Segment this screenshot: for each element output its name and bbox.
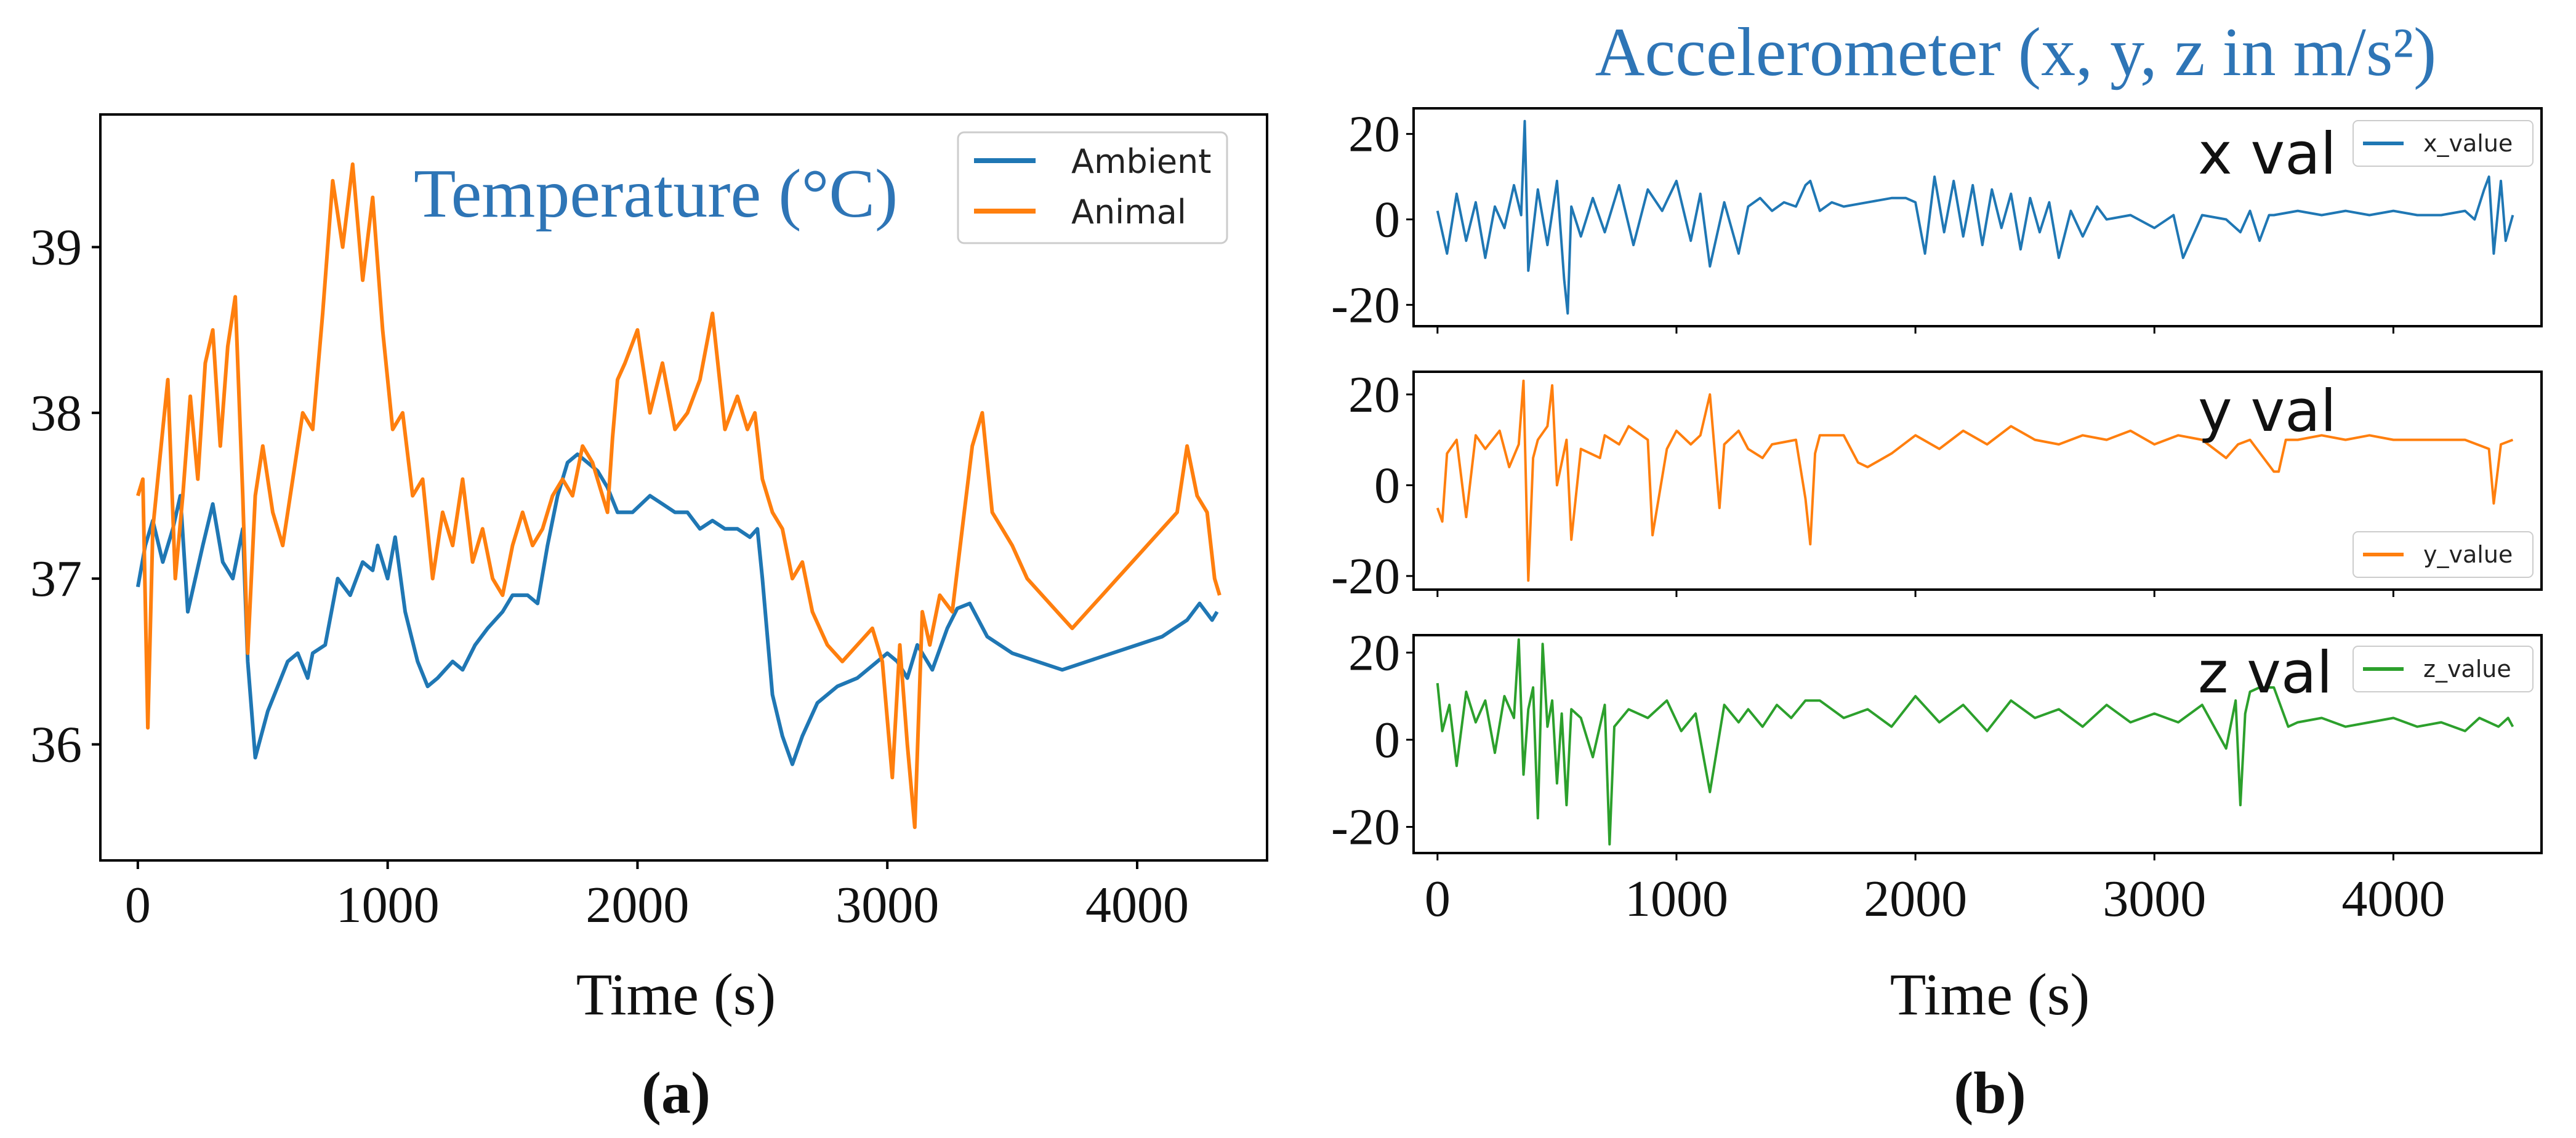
accelerometer-x-tick-labels: 0 1000 2000 3000 4000 [1425, 870, 2445, 928]
x-value-y-ticks: -20 0 20 [1331, 106, 1414, 334]
temperature-legend: Ambient Animal [957, 131, 1228, 244]
z-value-x-ticks [1436, 853, 2394, 860]
z-value-y-tick-label: -20 [1331, 799, 1400, 856]
x-value-plot-frame [1412, 107, 2543, 327]
x-val-annotation: x val [2198, 121, 2337, 188]
x-value-legend-label: x_value [2423, 130, 2513, 157]
y-value-subplot: -20 0 20 y val y_value [1331, 366, 2543, 605]
temperature-x-tick-label: 1000 [336, 876, 440, 934]
x-value-series-group [1436, 119, 2514, 315]
accelerometer-x-tick-label: 3000 [2103, 870, 2206, 928]
temperature-line-animal [136, 162, 1222, 830]
z-value-y-tick-label: 20 [1348, 624, 1400, 681]
accelerometer-x-tick-label: 0 [1425, 870, 1451, 928]
legend-ambient-label: Ambient [1071, 142, 1211, 181]
x-value-y-tick-label: 20 [1348, 106, 1400, 163]
temperature-x-tick-label: 0 [125, 876, 151, 934]
temperature-x-tick-label: 2000 [586, 876, 689, 934]
temperature-y-tick-label: 36 [30, 716, 82, 773]
y-val-annotation: y val [2198, 378, 2337, 445]
temperature-y-tick-label: 39 [30, 218, 82, 276]
y-value-x-ticks [1436, 590, 2394, 597]
z-value-subplot: -20 0 20 z val z_value [1331, 624, 2543, 860]
y-value-line [1436, 379, 2514, 582]
accelerometer-panel: Accelerometer (x, y, z in m/s²) -20 0 20 x… [1331, 14, 2543, 1126]
z-value-legend-box [2353, 646, 2534, 692]
temperature-y-ticks: 36 37 38 39 [30, 218, 100, 773]
y-value-series-group [1436, 379, 2514, 582]
z-value-plot-frame [1412, 634, 2543, 854]
accelerometer-x-tick-label: 1000 [1625, 870, 1728, 928]
panel-b-label: (b) [1954, 1060, 2026, 1126]
temperature-panel: 0 1000 2000 3000 4000 36 37 38 39 Temperature (… [30, 113, 1268, 1126]
x-value-y-tick-label: 0 [1374, 191, 1400, 248]
accelerometer-title: Accelerometer (x, y, z in m/s²) [1595, 14, 2437, 90]
y-value-y-ticks: -20 0 20 [1331, 366, 1414, 605]
temperature-y-tick-label: 37 [30, 550, 82, 607]
accelerometer-x-axis-label: Time (s) [1890, 961, 2090, 1027]
temperature-plot-frame [99, 113, 1268, 862]
temperature-x-tick-label: 3000 [835, 876, 939, 934]
accelerometer-x-tick-label: 4000 [2341, 870, 2445, 928]
x-value-x-ticks [1436, 326, 2394, 334]
x-value-line [1436, 119, 2514, 315]
y-value-plot-frame [1412, 371, 2543, 591]
z-value-series-group [1436, 638, 2514, 846]
temperature-series-group [135, 162, 1222, 830]
temperature-x-axis-label: Time (s) [576, 961, 776, 1027]
z-value-line [1436, 638, 2514, 846]
temperature-x-ticks: 0 1000 2000 3000 4000 [125, 860, 1189, 934]
z-value-y-tick-label: 0 [1374, 711, 1400, 769]
temperature-line-ambient [135, 452, 1219, 766]
temperature-y-tick-label: 38 [30, 385, 82, 442]
z-value-y-ticks: -20 0 20 [1331, 624, 1414, 856]
y-value-legend-box [2353, 531, 2534, 578]
y-value-y-tick-label: 20 [1348, 366, 1400, 423]
legend-animal-label: Animal [1071, 193, 1186, 231]
temperature-title: Temperature (°C) [414, 156, 898, 232]
y-value-y-tick-label: 0 [1374, 457, 1400, 514]
x-value-legend-box [2353, 120, 2534, 167]
z-val-annotation: z val [2198, 639, 2333, 707]
y-value-legend-label: y_value [2423, 541, 2513, 568]
temperature-x-tick-label: 4000 [1085, 876, 1189, 934]
accelerometer-x-tick-label: 2000 [1864, 870, 1967, 928]
panel-a-label: (a) [642, 1060, 710, 1126]
x-value-subplot: -20 0 20 x val x_value [1331, 106, 2543, 334]
y-value-y-tick-label: -20 [1331, 548, 1400, 605]
z-value-legend-label: z_value [2423, 655, 2511, 683]
x-value-y-tick-label: -20 [1331, 276, 1400, 334]
